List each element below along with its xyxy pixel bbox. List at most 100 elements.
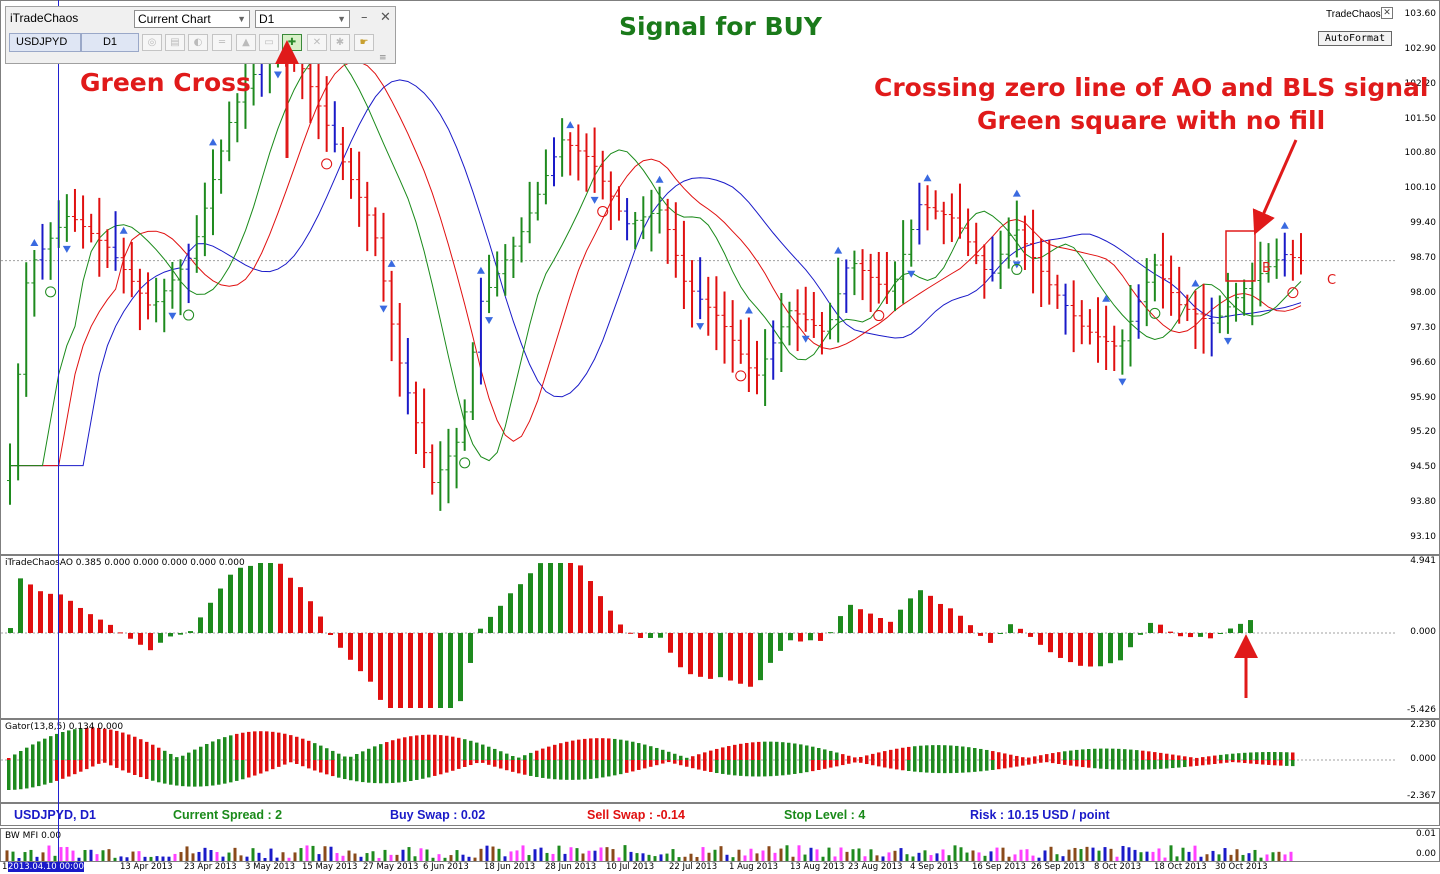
ao-histogram-bar xyxy=(268,563,273,633)
close-button[interactable]: ✕ xyxy=(380,10,391,25)
ao-histogram-bar xyxy=(888,621,893,633)
tool-button-9[interactable]: ✱ xyxy=(330,34,350,51)
mfi-bar xyxy=(347,850,351,861)
gator-lower-bar xyxy=(667,760,671,763)
gator-lower-bar xyxy=(661,760,665,764)
tool-button-4[interactable]: ═ xyxy=(212,34,232,51)
ao-histogram-bar xyxy=(408,633,413,708)
mfi-axis-label: 0.00 xyxy=(1415,849,1436,859)
gator-upper-bar xyxy=(55,733,59,760)
ao-histogram-bar xyxy=(1188,633,1193,638)
mfi-bar xyxy=(1169,845,1173,861)
ao-histogram-bar xyxy=(858,609,863,633)
gator-indicator-pane[interactable]: Gator(13,8,5) 0.134 0.000 2.230 0.000 -2.3… xyxy=(0,719,1440,803)
gator-lower-bar xyxy=(1171,760,1175,769)
chart-scope-select[interactable]: Current Chart ▼ xyxy=(134,10,250,28)
gator-upper-bar xyxy=(505,753,509,760)
gator-lower-bar xyxy=(1123,760,1127,770)
gator-lower-bar xyxy=(913,760,917,772)
mfi-bar xyxy=(275,857,279,861)
gator-lower-bar xyxy=(223,760,227,784)
mfi-bar xyxy=(701,847,705,861)
brand-close-button[interactable]: ✕ xyxy=(1381,7,1393,19)
gator-upper-bar xyxy=(115,730,119,760)
timeframe-button[interactable]: D1 xyxy=(81,33,139,52)
itradechaos-toolbar-window[interactable]: iTradeChaos Current Chart ▼ D1 ▼ – ✕ USD… xyxy=(5,6,396,64)
gator-upper-bar xyxy=(793,743,797,760)
chevron-down-icon: ▼ xyxy=(237,14,246,24)
ao-histogram-bar xyxy=(1158,624,1163,633)
tool-button-5[interactable]: ▲ xyxy=(236,34,256,51)
ao-histogram-bar xyxy=(638,633,643,638)
alligator-jaw-line xyxy=(10,79,1302,467)
price-plot-area[interactable] xyxy=(1,1,1398,554)
ao-histogram-bar xyxy=(758,633,763,681)
gator-lower-bar xyxy=(151,760,155,781)
gator-plot-area[interactable]: Gator(13,8,5) 0.134 0.000 xyxy=(1,720,1398,802)
gator-upper-bar xyxy=(295,736,299,760)
symbol-button[interactable]: USDJPYD xyxy=(9,33,81,52)
minimize-button[interactable]: – xyxy=(361,10,368,25)
mfi-bar xyxy=(1235,849,1239,861)
gator-upper-bar xyxy=(655,747,659,760)
gator-upper-bar xyxy=(163,750,167,760)
mfi-bar xyxy=(1067,849,1071,861)
ao-indicator-pane[interactable]: iTradeChaosAO 0.385 0.000 0.000 0.000 0.… xyxy=(0,555,1440,719)
gator-lower-bar xyxy=(1267,760,1271,765)
mfi-bar xyxy=(1157,848,1161,861)
mfi-bar xyxy=(671,849,675,861)
mfi-bar xyxy=(263,857,267,861)
main-chart-pane[interactable]: 103.60 102.90 102.20 101.50 100.80 100.10 99.4… xyxy=(0,0,1440,555)
mfi-bar xyxy=(1055,854,1059,861)
mfi-plot-area[interactable]: BW MFI 0.00 xyxy=(1,829,1398,861)
mfi-bar xyxy=(971,850,975,861)
ao-histogram-bar xyxy=(518,584,523,633)
ao-histogram-bar xyxy=(898,609,903,633)
gator-lower-bar xyxy=(589,760,593,779)
gator-lower-bar xyxy=(391,760,395,783)
gator-lower-bar xyxy=(763,760,767,777)
mfi-bar xyxy=(365,853,369,861)
ao-axis-label: -5.426 xyxy=(1406,705,1436,715)
tool-button-1[interactable]: ◎ xyxy=(142,34,162,51)
ao-plot-area[interactable]: iTradeChaosAO 0.385 0.000 0.000 0.000 0.… xyxy=(1,556,1398,718)
tool-button-3[interactable]: ◐ xyxy=(188,34,208,51)
gator-lower-bar xyxy=(907,760,911,771)
price-axis-label: 95.90 xyxy=(1410,392,1436,403)
tool-button-2[interactable]: ▤ xyxy=(165,34,185,51)
mfi-indicator-pane[interactable]: BW MFI 0.00 0.01 0.00 xyxy=(0,828,1440,862)
mfi-bar xyxy=(887,852,891,861)
gator-lower-bar xyxy=(13,760,17,790)
timeframe-select[interactable]: D1 ▼ xyxy=(255,10,350,28)
gator-lower-bar xyxy=(1249,760,1253,764)
mfi-bar xyxy=(875,855,879,861)
gator-lower-bar xyxy=(637,760,641,770)
gator-lower-bar xyxy=(919,760,923,773)
gator-lower-bar xyxy=(505,760,509,771)
toolbar-scroll-icon[interactable]: ≡ xyxy=(379,53,387,63)
tool-button-10[interactable]: ☛ xyxy=(354,34,374,51)
tool-button-8[interactable]: ✕ xyxy=(307,34,327,51)
gator-upper-bar xyxy=(1207,756,1211,760)
gator-lower-bar xyxy=(1105,760,1109,770)
ao-histogram-bar xyxy=(478,628,483,633)
tool-button-6[interactable]: ▭ xyxy=(259,34,279,51)
ao-histogram-bar xyxy=(1168,631,1173,633)
autoformat-button[interactable]: AutoFormat xyxy=(1318,31,1392,46)
ao-histogram-bar xyxy=(1228,628,1233,633)
ao-histogram-bar xyxy=(698,633,703,677)
green-cross-toggle-button[interactable]: ✚ xyxy=(282,34,302,51)
gator-lower-bar xyxy=(1027,760,1031,765)
mfi-bar xyxy=(1151,851,1155,861)
gator-upper-bar xyxy=(841,754,845,760)
ao-histogram-bar xyxy=(528,573,533,633)
ao-histogram-bar xyxy=(1148,622,1153,633)
fractal-up-icon xyxy=(566,121,575,129)
ao-histogram-bar xyxy=(1118,633,1123,661)
mfi-bar xyxy=(977,852,981,861)
ao-axis: 4.941 0.000 -5.426 xyxy=(1397,556,1439,718)
gator-upper-bar xyxy=(433,734,437,760)
mfi-bar xyxy=(473,857,477,861)
gator-upper-bar xyxy=(943,745,947,760)
ao-histogram-bar xyxy=(48,593,53,633)
